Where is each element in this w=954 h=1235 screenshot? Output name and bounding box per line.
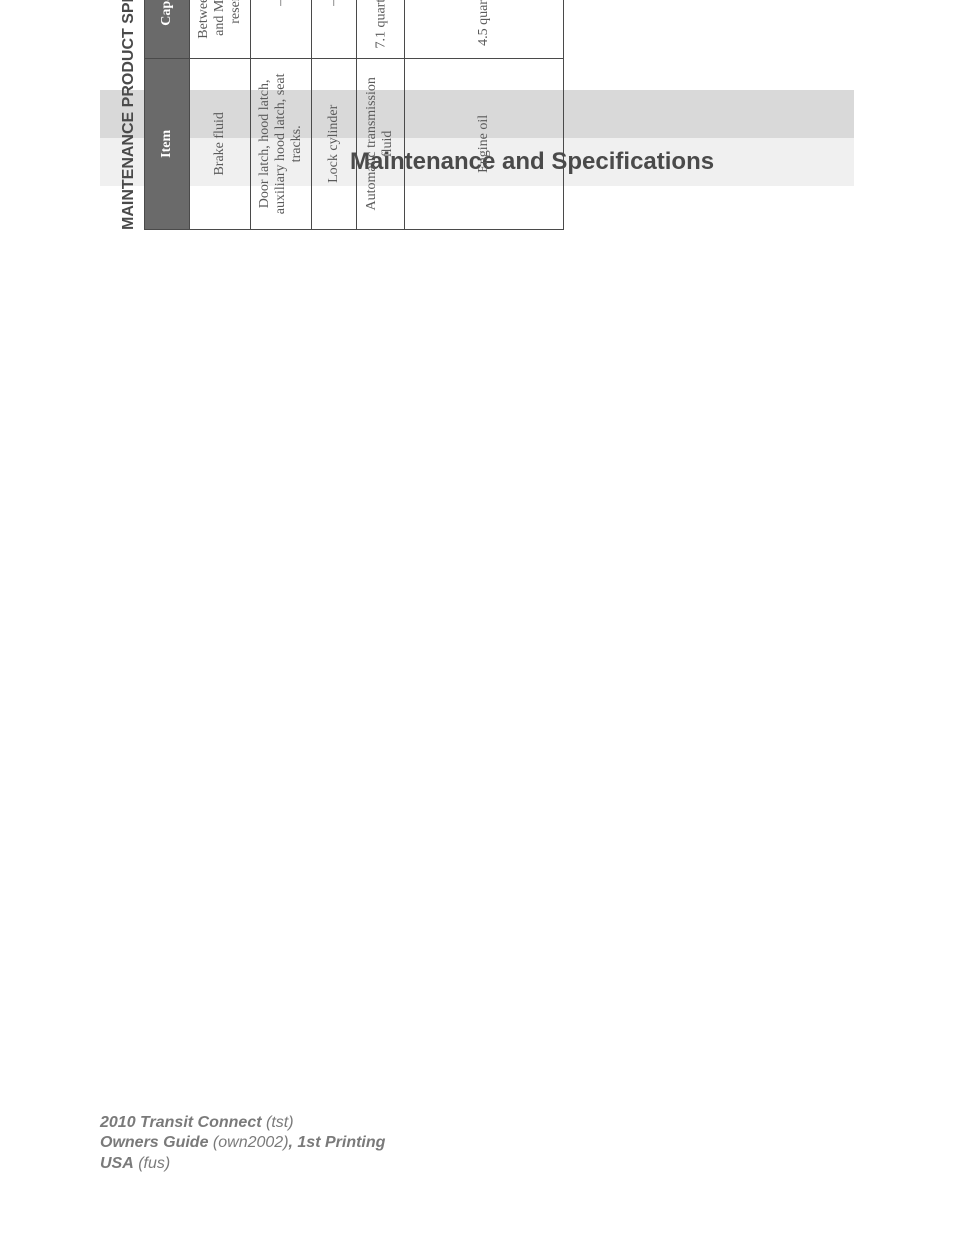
table-header-row: Item Capacity Ford Part Name or Equivale…	[145, 0, 190, 230]
footer-code: (fus)	[134, 1155, 170, 1172]
col-item: Item	[145, 58, 190, 229]
footer-printing: , 1st Printing	[289, 1134, 386, 1151]
footer-line: Owners Guide (own2002), 1st Printing	[100, 1133, 385, 1154]
table-row: Door latch, hood latch, auxiliary hood l…	[251, 0, 312, 230]
table-row: Brake fluid Between MIN and MAX on reser…	[190, 0, 251, 230]
cell-capacity: —	[251, 0, 312, 58]
cell-item: Engine oil	[404, 58, 564, 229]
footer-code: (own2002)	[208, 1134, 288, 1151]
cell-capacity: 4.5 quarts (4.3L)	[404, 0, 564, 58]
cell-capacity: 7.1 quarts (6.7L)1	[357, 0, 405, 58]
col-capacity: Capacity	[145, 0, 190, 58]
footer-region: USA	[100, 1155, 134, 1172]
footer-code: (tst)	[262, 1114, 294, 1131]
table-row: Lock cylinder — Motorcraft Penetrating a…	[312, 0, 357, 230]
cell-capacity: —	[312, 0, 357, 58]
footer-model: 2010 Transit Connect	[100, 1114, 262, 1131]
cell-item: Brake fluid	[190, 58, 251, 229]
spec-table: Item Capacity Ford Part Name or Equivale…	[144, 0, 564, 230]
footer-line: USA (fus)	[100, 1154, 385, 1175]
capacity-text: 7.1 quarts (6.7L)	[374, 0, 389, 49]
table-row: Automatic transmission fluid 7.1 quarts …	[357, 0, 405, 230]
cell-item: Lock cylinder	[312, 58, 357, 229]
cell-capacity: Between MIN and MAX on reservoir	[190, 0, 251, 58]
footer: 2010 Transit Connect (tst) Owners Guide …	[100, 1113, 385, 1175]
cell-item: Door latch, hood latch, auxiliary hood l…	[251, 58, 312, 229]
table-title: MAINTENANCE PRODUCT SPECIFICATIONS AND C…	[120, 0, 138, 230]
footer-guide: Owners Guide	[100, 1134, 208, 1151]
table-row: Engine oil 4.5 quarts (4.3L) •Motorcraft…	[404, 0, 564, 230]
footer-line: 2010 Transit Connect (tst)	[100, 1113, 385, 1134]
rotated-content: MAINTENANCE PRODUCT SPECIFICATIONS AND C…	[120, 0, 564, 230]
cell-item: Automatic transmission fluid	[357, 58, 405, 229]
